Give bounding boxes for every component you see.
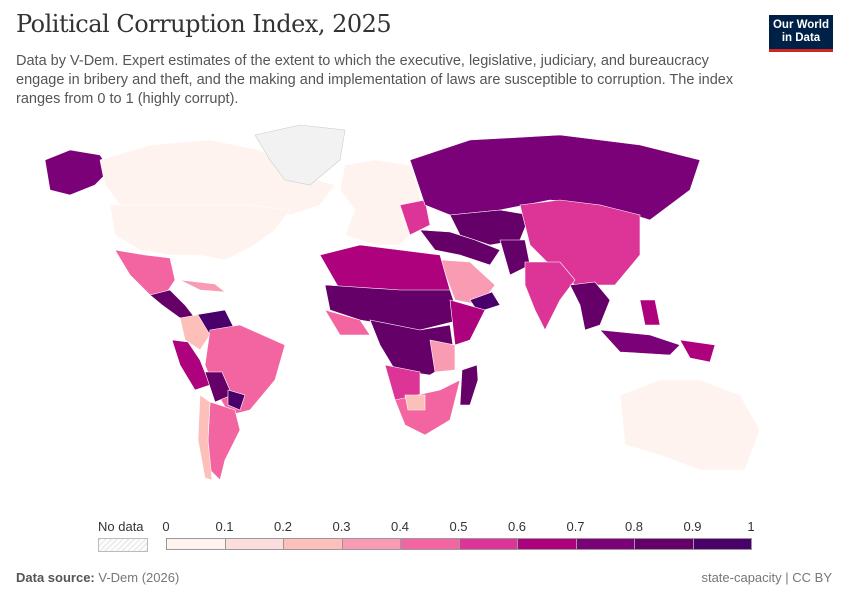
legend-bin[interactable] <box>517 538 577 550</box>
legend-tick: 0.8 <box>624 519 644 534</box>
country-mexico[interactable] <box>114 249 176 296</box>
legend-bin[interactable] <box>400 538 460 550</box>
country-eastern-europe[interactable] <box>399 199 431 236</box>
logo-line-1: Our World <box>772 19 829 31</box>
legend-tick: 0.3 <box>332 519 351 534</box>
legend-tick: 0.6 <box>507 519 527 534</box>
legend-tick: 0.2 <box>273 519 293 534</box>
subtitle: Data by V-Dem. Expert estimates of the e… <box>16 53 734 107</box>
no-data-label: No data <box>98 519 144 534</box>
legend: No data 0 0.1 0.2 0.3 0.4 0.5 0.6 0.7 0.8 0.9 1 <box>0 515 850 555</box>
country-chile[interactable] <box>197 394 213 481</box>
legend-tick: 0.7 <box>566 519 585 534</box>
country-caribbean[interactable] <box>179 279 226 293</box>
logo-line-2: in Data <box>781 32 821 44</box>
legend-bin[interactable] <box>166 538 226 550</box>
legend-bin[interactable] <box>283 538 343 550</box>
country-philippines[interactable] <box>639 299 661 326</box>
no-data-swatch[interactable] <box>98 538 148 552</box>
country-southern-africa[interactable] <box>394 379 461 436</box>
legend-tick: 0.9 <box>683 519 702 534</box>
country-paraguay[interactable] <box>227 389 246 411</box>
owid-logo[interactable]: Our World in Data <box>769 15 833 52</box>
legend-tick: 0.4 <box>390 519 410 534</box>
footer-license[interactable]: state-capacity | CC BY <box>701 570 832 585</box>
legend-bin[interactable] <box>634 538 694 550</box>
data-source: Data source: V-Dem (2026) <box>16 570 179 585</box>
country-sahel[interactable] <box>324 284 461 331</box>
country-madagascar[interactable] <box>459 364 479 406</box>
country-botswana[interactable] <box>404 394 426 411</box>
country-tanzania[interactable] <box>429 339 456 373</box>
country-png[interactable] <box>679 339 716 363</box>
country-east-africa[interactable] <box>449 299 486 346</box>
country-central-america[interactable] <box>149 289 196 319</box>
country-europe[interactable] <box>339 159 421 246</box>
country-middle-east[interactable] <box>419 229 501 266</box>
legend-tick: 1 <box>747 519 755 534</box>
country-colombia[interactable] <box>179 314 211 351</box>
country-se-asia[interactable] <box>569 281 611 331</box>
country-peru[interactable] <box>171 339 211 391</box>
legend-bin[interactable] <box>692 538 752 550</box>
world-map[interactable] <box>0 110 850 510</box>
country-greenland[interactable] <box>254 124 346 186</box>
source-label: Data source: <box>16 570 95 585</box>
country-australia[interactable] <box>619 379 761 471</box>
source-value[interactable]: V-Dem (2026) <box>98 570 180 585</box>
legend-tick: 0.1 <box>215 519 234 534</box>
legend-bin[interactable] <box>224 538 284 550</box>
legend-tick: 0 <box>162 519 170 534</box>
country-india[interactable] <box>524 261 576 331</box>
country-argentina[interactable] <box>207 401 241 481</box>
country-alaska[interactable] <box>44 149 111 196</box>
country-indonesia[interactable] <box>599 329 681 356</box>
country-west-africa[interactable] <box>324 309 371 336</box>
page-title: Political Corruption Index, 2025 <box>16 10 392 38</box>
legend-bin[interactable] <box>575 538 635 550</box>
country-usa[interactable] <box>109 204 291 261</box>
legend-tick: 0.5 <box>449 519 468 534</box>
legend-bin[interactable] <box>458 538 518 550</box>
legend-bin[interactable] <box>341 538 401 550</box>
